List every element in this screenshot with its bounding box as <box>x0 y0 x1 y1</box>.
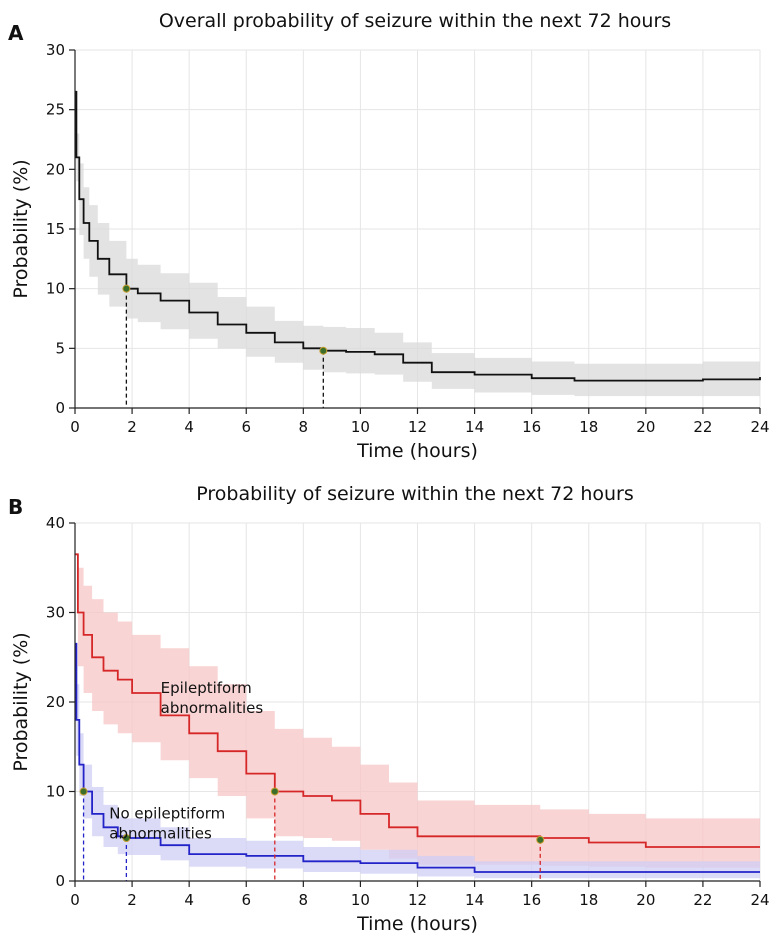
y-tick-label: 20 <box>46 160 65 178</box>
annotation: Epileptiform abnormalities <box>161 679 264 717</box>
x-tick-label: 18 <box>579 418 598 436</box>
x-tick-label: 24 <box>750 418 769 436</box>
y-axis-label: Probability (%) <box>10 159 32 298</box>
x-tick-label: 12 <box>408 418 427 436</box>
y-tick-label: 30 <box>46 604 65 622</box>
annotation-line: abnormalities <box>109 824 212 842</box>
x-tick-label: 22 <box>693 418 712 436</box>
x-tick-label: 6 <box>241 891 251 909</box>
x-tick-label: 22 <box>693 891 712 909</box>
x-tick-label: 2 <box>127 418 137 436</box>
x-tick-label: 18 <box>579 891 598 909</box>
x-axis-label: Time (hours) <box>356 440 478 462</box>
confidence-band-1 <box>75 643 760 879</box>
x-tick-label: 14 <box>465 891 484 909</box>
x-tick-label: 8 <box>299 418 309 436</box>
panel-b: B Probability of seizure within the next … <box>8 483 770 933</box>
x-tick-label: 24 <box>750 891 769 909</box>
x-tick-label: 10 <box>351 891 370 909</box>
x-tick-label: 4 <box>184 891 194 909</box>
x-tick-label: 20 <box>636 418 655 436</box>
panel-letter: B <box>8 495 23 519</box>
confidence-band-0 <box>75 91 760 397</box>
x-tick-label: 20 <box>636 891 655 909</box>
y-tick-label: 30 <box>46 41 65 59</box>
y-tick-label: 10 <box>46 280 65 298</box>
marker-point <box>122 284 131 293</box>
annotation: No epileptiform abnormalities <box>109 804 225 842</box>
x-tick-label: 10 <box>351 418 370 436</box>
marker-point <box>79 787 88 796</box>
x-tick-label: 8 <box>299 891 309 909</box>
x-tick-label: 16 <box>522 891 541 909</box>
annotation-line: No epileptiform <box>109 804 225 822</box>
chart-title: Probability of seizure within the next 7… <box>196 483 634 505</box>
series-line-1 <box>75 642 760 873</box>
x-tick-label: 4 <box>184 418 194 436</box>
marker-point <box>122 834 131 843</box>
y-tick-label: 0 <box>55 399 65 417</box>
panel-a: A Overall probability of seizure within t… <box>8 10 770 462</box>
y-tick-label: 0 <box>55 872 65 890</box>
x-tick-label: 6 <box>241 418 251 436</box>
confidence-band-0 <box>75 554 760 868</box>
x-tick-label: 14 <box>465 418 484 436</box>
y-tick-label: 10 <box>46 783 65 801</box>
annotation-line: abnormalities <box>161 699 264 717</box>
y-tick-label: 15 <box>46 220 65 238</box>
marker-point <box>536 835 545 844</box>
panel-letter: A <box>8 21 24 45</box>
x-tick-label: 0 <box>70 891 80 909</box>
x-tick-label: 0 <box>70 418 80 436</box>
x-tick-label: 12 <box>408 891 427 909</box>
chart-title: Overall probability of seizure within th… <box>159 10 671 32</box>
x-axis-label: Time (hours) <box>356 913 478 933</box>
y-tick-label: 20 <box>46 693 65 711</box>
series-line-0 <box>75 90 761 382</box>
y-tick-label: 5 <box>55 339 65 357</box>
annotation-line: Epileptiform <box>161 679 252 697</box>
y-tick-label: 40 <box>46 514 65 532</box>
marker-point <box>270 787 279 796</box>
x-tick-label: 2 <box>127 891 137 909</box>
x-tick-label: 16 <box>522 418 541 436</box>
y-tick-label: 25 <box>46 101 65 119</box>
marker-point <box>319 346 328 355</box>
y-axis-label: Probability (%) <box>10 632 32 771</box>
